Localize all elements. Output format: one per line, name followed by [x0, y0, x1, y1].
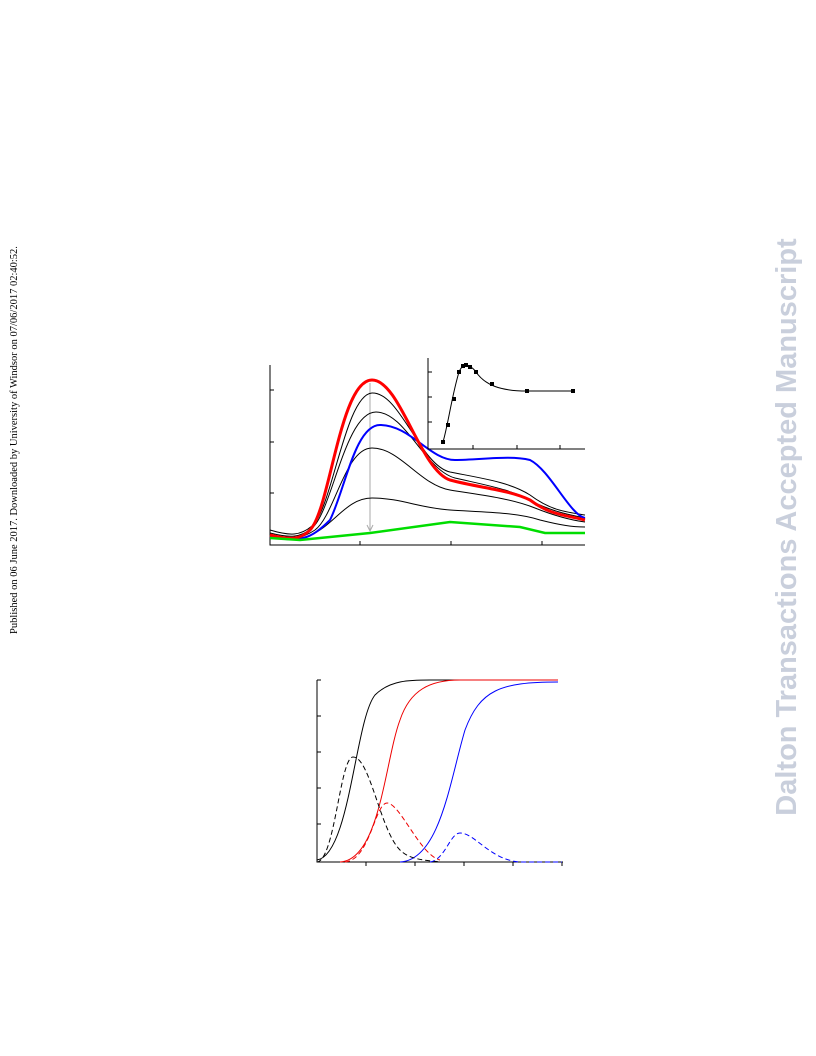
curve	[429, 832, 562, 863]
figure-speciation	[316, 679, 563, 866]
axes	[269, 365, 585, 546]
curve	[344, 802, 441, 863]
inset-points	[441, 363, 575, 444]
side-note: Published on 06 June 2017. Downloaded by…	[9, 246, 20, 634]
inset-axes	[427, 358, 585, 450]
curve	[399, 681, 559, 863]
inset-background	[429, 358, 585, 448]
curve	[316, 756, 441, 863]
curve	[316, 679, 558, 861]
watermark: Dalton Transactions Accepted Manuscript	[771, 238, 803, 816]
curve	[269, 378, 586, 540]
curve	[269, 423, 586, 541]
inset	[427, 358, 585, 450]
arrow	[366, 383, 374, 533]
curve	[269, 447, 586, 539]
figure-spectra	[269, 358, 586, 546]
axes	[316, 679, 563, 866]
curve	[269, 520, 585, 542]
curve	[339, 679, 558, 863]
